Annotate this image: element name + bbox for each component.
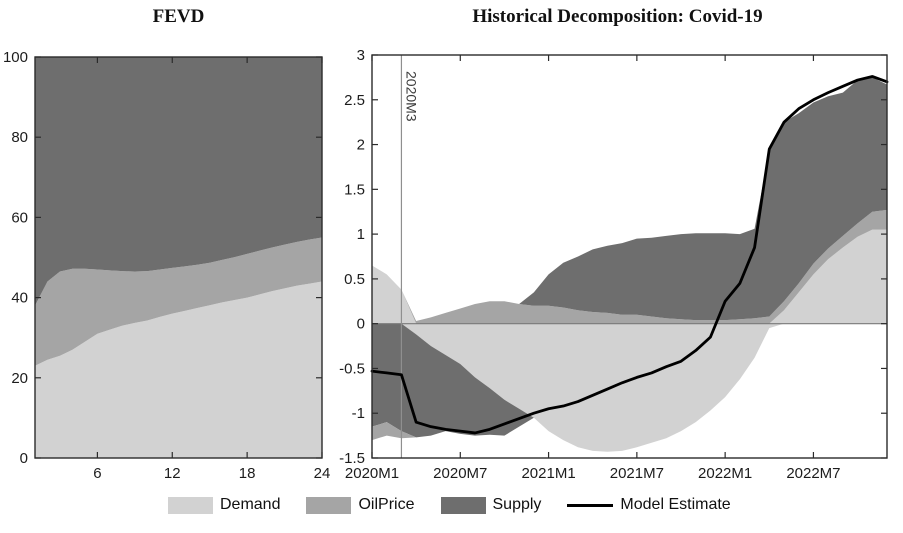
fevd-title: FEVD <box>152 6 205 27</box>
svg-text:-1: -1 <box>352 405 365 422</box>
legend-label-supply: Supply <box>492 496 542 513</box>
svg-text:2021M1: 2021M1 <box>521 465 575 482</box>
demand-swatch-icon <box>168 496 213 514</box>
svg-text:2022M1: 2022M1 <box>698 465 752 482</box>
svg-text:2020M1: 2020M1 <box>345 465 399 482</box>
svg-text:100: 100 <box>3 49 28 66</box>
svg-text:40: 40 <box>11 290 28 307</box>
svg-text:0: 0 <box>20 450 28 467</box>
svg-text:2.5: 2.5 <box>344 92 365 109</box>
legend-label-demand: Demand <box>220 496 281 513</box>
legend-label-oilprice: OilPrice <box>358 496 415 513</box>
legend-item-demand: Demand <box>168 496 280 514</box>
hd-title: Historical Decomposition: Covid-19 <box>472 6 763 27</box>
legend-item-supply: Supply <box>440 496 542 514</box>
svg-text:24: 24 <box>314 465 331 482</box>
svg-text:2: 2 <box>357 137 365 154</box>
svg-text:80: 80 <box>11 129 28 146</box>
legend-item-oilprice: OilPrice <box>306 496 415 514</box>
supply-swatch-icon <box>440 496 486 514</box>
svg-text:3: 3 <box>357 47 365 64</box>
svg-text:2020M3: 2020M3 <box>403 71 419 122</box>
svg-text:2021M7: 2021M7 <box>610 465 664 482</box>
svg-text:-0.5: -0.5 <box>339 360 365 377</box>
model-line-icon <box>567 503 614 507</box>
svg-text:20: 20 <box>11 370 28 387</box>
svg-text:6: 6 <box>93 465 101 482</box>
svg-text:1.5: 1.5 <box>344 181 365 198</box>
svg-text:2022M7: 2022M7 <box>786 465 840 482</box>
svg-text:0.5: 0.5 <box>344 271 365 288</box>
svg-text:1: 1 <box>357 226 365 243</box>
svg-text:60: 60 <box>11 209 28 226</box>
legend-item-model: Model Estimate <box>567 496 731 514</box>
svg-text:18: 18 <box>239 465 256 482</box>
legend-label-model: Model Estimate <box>620 496 731 513</box>
svg-text:12: 12 <box>164 465 181 482</box>
svg-text:2020M7: 2020M7 <box>433 465 487 482</box>
svg-text:0: 0 <box>357 316 365 333</box>
oilprice-swatch-icon <box>306 496 352 514</box>
svg-text:-1.5: -1.5 <box>339 450 365 467</box>
legend: Demand OilPrice Supply Model Estimate <box>168 496 757 514</box>
